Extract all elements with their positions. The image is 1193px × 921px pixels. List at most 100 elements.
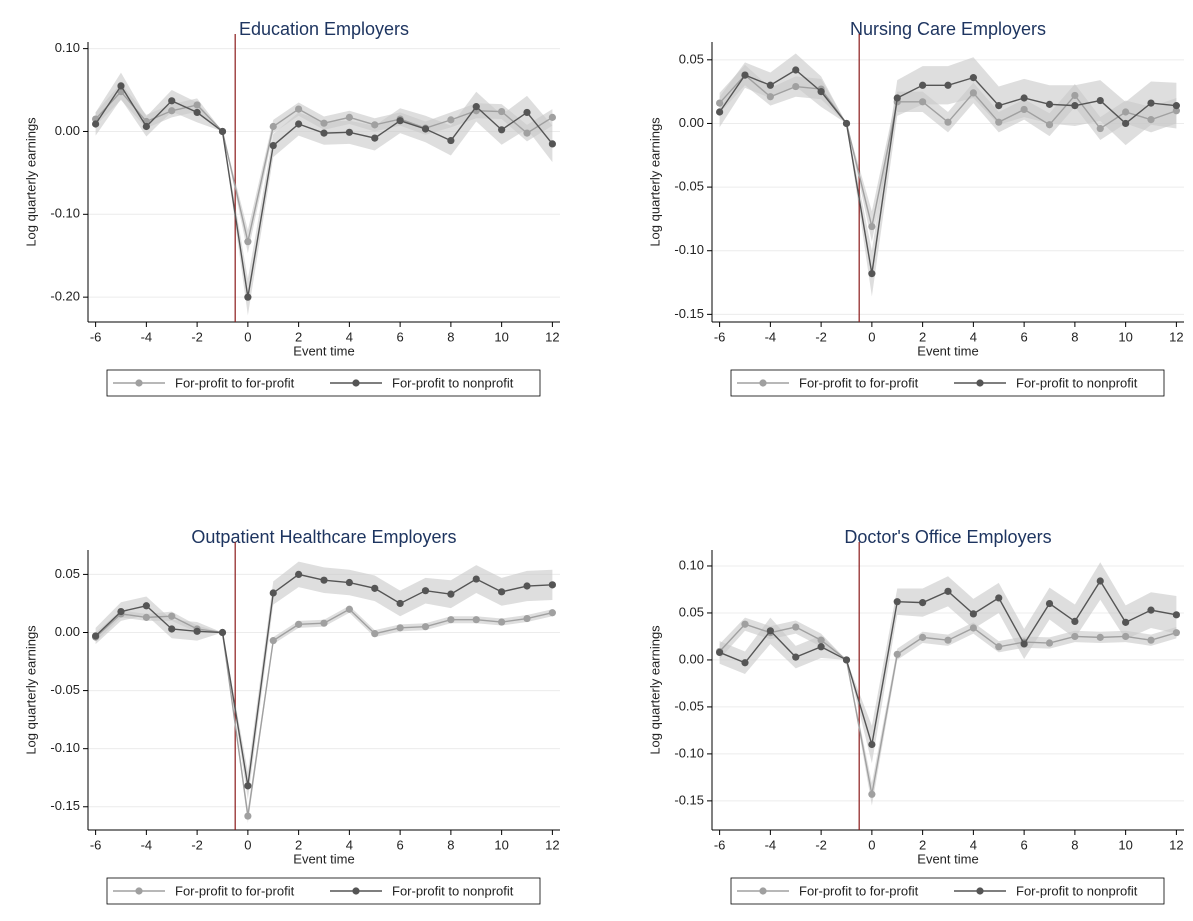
point <box>716 108 724 116</box>
point <box>523 614 531 623</box>
point <box>523 582 531 590</box>
point <box>741 659 749 667</box>
legend-label: For-profit to nonprofit <box>392 883 514 898</box>
legend-marker <box>759 379 767 387</box>
legend-marker <box>135 887 143 895</box>
point <box>320 119 328 127</box>
legend-label: For-profit to nonprofit <box>1016 883 1138 898</box>
x-tick-label: -4 <box>141 329 153 344</box>
x-tick-label: 8 <box>447 329 454 344</box>
panel: Education Employers 0.10 0.00 -0.10 -0.20 -6 -… <box>23 19 560 397</box>
point <box>396 624 404 632</box>
point <box>345 113 353 121</box>
panel: Outpatient Healthcare Employers 0.05 0.00 -… <box>23 527 560 905</box>
point <box>472 575 480 583</box>
x-tick-label: 0 <box>244 329 251 344</box>
point <box>168 612 176 620</box>
point <box>1020 94 1028 102</box>
point <box>1172 102 1180 110</box>
point <box>893 94 901 102</box>
y-tick-label: -0.05 <box>50 682 80 697</box>
y-axis-label: Log quarterly earnings <box>647 117 662 247</box>
y-tick-label: -0.05 <box>674 179 704 194</box>
chart-title: Nursing Care Employers <box>850 19 1046 39</box>
legend-box <box>730 369 1165 397</box>
point <box>295 105 303 113</box>
point <box>269 589 277 597</box>
point <box>995 594 1003 602</box>
point <box>244 782 252 790</box>
x-tick-label: 0 <box>244 837 251 852</box>
point <box>995 118 1003 126</box>
point <box>1122 618 1130 626</box>
legend-label: For-profit to nonprofit <box>1016 375 1138 390</box>
point <box>1071 91 1079 100</box>
x-tick-label: -2 <box>815 329 827 344</box>
point <box>421 623 430 631</box>
point <box>421 125 430 133</box>
x-tick-label: 0 <box>868 329 875 344</box>
x-tick-label: 2 <box>295 837 302 852</box>
point <box>244 812 252 820</box>
x-tick-label: 8 <box>447 837 454 852</box>
x-tick-label: 10 <box>1118 329 1132 344</box>
point <box>817 636 825 644</box>
legend-box <box>106 877 541 905</box>
point <box>944 636 952 644</box>
y-tick-label: 0.00 <box>679 115 704 130</box>
y-tick-label: 0.05 <box>679 51 704 66</box>
x-tick-label: 10 <box>494 329 508 344</box>
y-tick-label: 0.10 <box>679 557 704 572</box>
point <box>1071 102 1079 110</box>
point <box>1045 121 1054 129</box>
chart-title: Doctor's Office Employers <box>844 527 1051 547</box>
point <box>168 97 176 105</box>
point <box>1172 611 1180 619</box>
x-tick-label: 2 <box>919 329 926 344</box>
point <box>1045 100 1054 108</box>
point <box>716 99 724 107</box>
x-tick-label: 12 <box>1169 329 1183 344</box>
point <box>523 108 531 117</box>
ci-band <box>95 561 553 800</box>
point <box>345 128 353 136</box>
legend-marker <box>976 887 984 895</box>
point <box>766 93 774 101</box>
x-tick-label: -2 <box>815 837 827 852</box>
x-tick-label: 8 <box>1071 837 1078 852</box>
x-tick-label: 4 <box>970 837 977 852</box>
point <box>1020 640 1028 648</box>
x-axis-label: Event time <box>917 851 978 866</box>
legend-label: For-profit to for-profit <box>799 375 919 390</box>
point <box>893 598 901 606</box>
point <box>371 121 379 129</box>
point <box>1147 99 1155 107</box>
point <box>421 587 430 595</box>
point <box>944 587 952 595</box>
point <box>218 127 227 136</box>
point <box>472 616 480 624</box>
point <box>117 82 125 90</box>
x-tick-label: 6 <box>397 837 404 852</box>
x-tick-label: 10 <box>494 837 508 852</box>
point <box>447 590 455 598</box>
point <box>741 71 749 79</box>
point <box>919 633 927 641</box>
point <box>1045 599 1054 608</box>
point <box>498 107 506 116</box>
point <box>716 648 724 657</box>
point <box>969 89 977 97</box>
point <box>295 570 303 578</box>
x-tick-label: 8 <box>1071 329 1078 344</box>
point <box>792 82 800 91</box>
y-axis-label: Log quarterly earnings <box>23 117 38 247</box>
legend-label: For-profit to for-profit <box>175 883 295 898</box>
y-tick-label: 0.10 <box>55 40 80 55</box>
y-tick-label: -0.05 <box>674 698 704 713</box>
point <box>193 108 201 117</box>
point <box>842 656 851 664</box>
point <box>1045 639 1054 647</box>
point <box>498 126 506 134</box>
point <box>868 740 876 749</box>
